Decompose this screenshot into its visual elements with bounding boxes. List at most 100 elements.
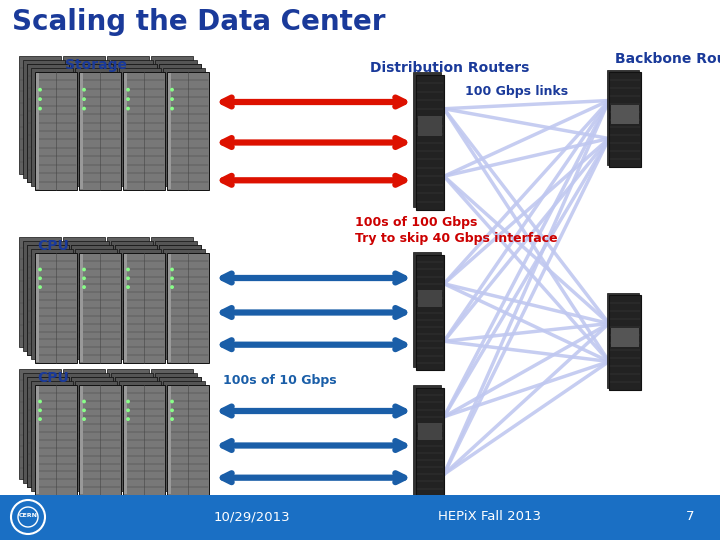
Bar (31, 381, 73, 491)
Circle shape (39, 89, 41, 91)
Circle shape (127, 418, 130, 420)
Bar (416, 388, 444, 503)
Text: 100s of 10 Gbps: 100s of 10 Gbps (223, 507, 337, 520)
Text: Storage: Storage (65, 58, 127, 72)
Bar (159, 377, 201, 487)
Bar (418, 422, 442, 440)
Bar (416, 255, 444, 370)
Bar (67, 60, 109, 178)
Bar (27, 245, 69, 355)
Circle shape (83, 400, 85, 403)
Circle shape (171, 107, 174, 110)
Bar (163, 381, 205, 491)
Bar (611, 328, 639, 347)
Circle shape (39, 400, 41, 403)
Bar (35, 253, 77, 363)
Bar (155, 60, 197, 178)
Bar (607, 293, 639, 388)
Bar (23, 241, 65, 351)
Bar (79, 385, 121, 495)
Bar (416, 75, 444, 210)
Bar (155, 241, 197, 351)
Bar (159, 64, 201, 182)
Bar (63, 369, 105, 479)
Circle shape (83, 98, 85, 100)
Bar (119, 249, 161, 359)
Circle shape (127, 268, 130, 271)
Bar (124, 73, 127, 189)
Circle shape (83, 89, 85, 91)
Bar (418, 289, 442, 307)
Text: 7: 7 (685, 510, 694, 523)
Bar (19, 237, 61, 347)
Bar (151, 237, 193, 347)
Bar (607, 70, 639, 165)
Bar (27, 245, 69, 355)
Bar (71, 377, 113, 487)
Bar (163, 249, 205, 359)
Bar (111, 241, 153, 351)
Circle shape (171, 409, 174, 411)
Bar (67, 241, 109, 351)
Bar (124, 254, 127, 362)
Text: Distribution Routers: Distribution Routers (370, 61, 529, 75)
Bar (23, 373, 65, 483)
Bar (71, 377, 113, 487)
Bar (151, 56, 193, 174)
Bar (115, 64, 157, 182)
Bar (19, 56, 61, 174)
Bar (111, 373, 153, 483)
Bar (75, 68, 117, 186)
Bar (167, 72, 209, 190)
Circle shape (171, 400, 174, 403)
Text: HEPiX Fall 2013: HEPiX Fall 2013 (438, 510, 541, 523)
Circle shape (39, 107, 41, 110)
Circle shape (39, 268, 41, 271)
Bar (611, 105, 639, 124)
Bar (79, 72, 121, 190)
Circle shape (171, 98, 174, 100)
Bar (418, 116, 442, 136)
Bar (75, 249, 117, 359)
Bar (123, 385, 165, 495)
Text: CPU: CPU (37, 371, 68, 385)
Bar (413, 385, 441, 500)
Bar (155, 373, 197, 483)
Bar (36, 386, 40, 494)
Bar (163, 68, 205, 186)
Circle shape (127, 89, 130, 91)
Circle shape (127, 409, 130, 411)
Bar (119, 68, 161, 186)
Bar (80, 386, 84, 494)
Text: 100 Gbps links: 100 Gbps links (465, 85, 568, 98)
Circle shape (39, 409, 41, 411)
Bar (71, 64, 113, 182)
Bar (159, 245, 201, 355)
Bar (75, 381, 117, 491)
Text: Scaling the Data Center: Scaling the Data Center (12, 8, 385, 36)
Bar (63, 237, 105, 347)
Circle shape (39, 418, 41, 420)
Circle shape (83, 418, 85, 420)
Bar (167, 253, 209, 363)
Bar (124, 386, 127, 494)
Bar (119, 381, 161, 491)
Bar (107, 56, 149, 174)
Text: CPU: CPU (37, 239, 68, 253)
Circle shape (127, 286, 130, 288)
Text: 100s of 100 Gbps: 100s of 100 Gbps (355, 216, 477, 229)
Bar (115, 245, 157, 355)
Bar (609, 72, 641, 167)
Circle shape (83, 268, 85, 271)
Text: Try to skip 40 Gbps interface: Try to skip 40 Gbps interface (355, 232, 557, 245)
Bar (168, 73, 171, 189)
Bar (71, 64, 113, 182)
Bar (115, 245, 157, 355)
Bar (71, 245, 113, 355)
Bar (31, 249, 73, 359)
Bar (0, 495, 720, 540)
Circle shape (171, 286, 174, 288)
Circle shape (83, 277, 85, 280)
Bar (80, 254, 84, 362)
Bar (159, 377, 201, 487)
